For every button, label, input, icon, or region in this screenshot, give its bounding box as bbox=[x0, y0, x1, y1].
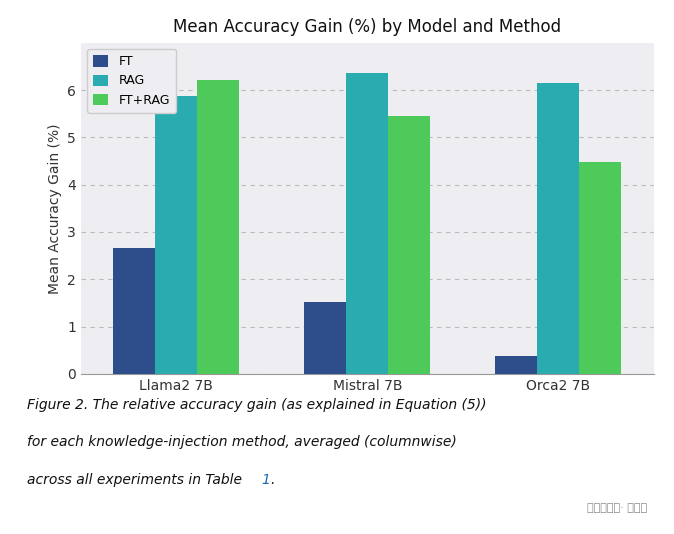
Bar bbox=[113, 248, 155, 374]
Bar bbox=[346, 74, 388, 374]
Bar bbox=[537, 83, 579, 374]
Legend: FT, RAG, FT+RAG: FT, RAG, FT+RAG bbox=[87, 49, 176, 113]
Title: Mean Accuracy Gain (%) by Model and Method: Mean Accuracy Gain (%) by Model and Meth… bbox=[173, 18, 561, 36]
Y-axis label: Mean Accuracy Gain (%): Mean Accuracy Gain (%) bbox=[48, 123, 61, 294]
Bar bbox=[305, 302, 346, 374]
Bar bbox=[197, 80, 239, 374]
Text: .: . bbox=[270, 473, 274, 486]
Text: for each knowledge-injection method, averaged (columnwise): for each knowledge-injection method, ave… bbox=[27, 435, 457, 449]
Bar bbox=[495, 356, 537, 374]
Text: 微信公众号· 量子位: 微信公众号· 量子位 bbox=[587, 502, 647, 513]
Bar bbox=[388, 116, 430, 374]
Text: across all experiments in Table: across all experiments in Table bbox=[27, 473, 246, 486]
Bar bbox=[580, 162, 621, 374]
Bar bbox=[155, 96, 197, 374]
Text: Figure 2. The relative accuracy gain (as explained in Equation (5)): Figure 2. The relative accuracy gain (as… bbox=[27, 398, 487, 412]
Text: 1: 1 bbox=[261, 473, 270, 486]
